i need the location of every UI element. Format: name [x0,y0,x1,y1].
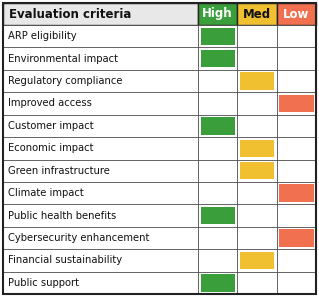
Bar [237,48,277,70]
Text: Regulatory compliance: Regulatory compliance [8,76,122,86]
Bar [201,274,235,291]
Bar [279,229,314,247]
Text: High: High [202,7,233,20]
Bar [3,70,198,92]
Bar [198,3,237,25]
Bar [237,115,277,137]
Bar [277,92,316,115]
Bar [198,182,237,204]
Bar [277,70,316,92]
Bar [240,140,274,157]
Bar [237,271,277,294]
Text: Economic impact: Economic impact [8,143,93,153]
Bar [198,25,237,48]
Bar [198,70,237,92]
Bar [198,48,237,70]
Bar [3,204,198,227]
Bar [277,3,316,25]
Bar [277,204,316,227]
Bar [201,207,235,224]
Bar [198,249,237,271]
Text: Environmental impact: Environmental impact [8,54,118,64]
Bar [3,92,198,115]
Bar [237,182,277,204]
Bar [198,227,237,249]
Bar [201,28,235,45]
Bar [198,204,237,227]
Bar [277,48,316,70]
Bar [3,227,198,249]
Text: Cybersecurity enhancement: Cybersecurity enhancement [8,233,149,243]
Bar [3,3,198,25]
Bar [277,182,316,204]
Text: Public health benefits: Public health benefits [8,211,116,221]
Bar [240,252,274,269]
Bar [3,48,198,70]
Bar [3,25,198,48]
Text: Improved access: Improved access [8,99,92,108]
Bar [3,271,198,294]
Bar [198,92,237,115]
Bar [201,50,235,67]
Bar [198,137,237,159]
Text: Climate impact: Climate impact [8,188,84,198]
Text: Customer impact: Customer impact [8,121,93,131]
Bar [277,25,316,48]
Bar [240,72,274,90]
Text: Low: Low [283,7,309,20]
Bar [3,249,198,271]
Text: Evaluation criteria: Evaluation criteria [9,7,131,20]
Bar [237,92,277,115]
Bar [198,271,237,294]
Bar [201,117,235,135]
Text: Public support: Public support [8,278,79,288]
Text: Med: Med [243,7,271,20]
Bar [198,115,237,137]
Text: ARP eligibility: ARP eligibility [8,31,77,41]
Bar [277,227,316,249]
Bar [3,182,198,204]
Bar [279,184,314,202]
Bar [3,159,198,182]
Bar [237,25,277,48]
Bar [277,249,316,271]
Bar [277,271,316,294]
Bar [237,70,277,92]
Bar [237,3,277,25]
Bar [240,162,274,179]
Bar [237,204,277,227]
Bar [277,137,316,159]
Text: Green infrastructure: Green infrastructure [8,166,110,176]
Bar [237,159,277,182]
Bar [237,227,277,249]
Bar [279,95,314,112]
Bar [3,115,198,137]
Bar [3,137,198,159]
Bar [277,115,316,137]
Bar [237,137,277,159]
Bar [198,159,237,182]
Bar [277,159,316,182]
Bar [237,249,277,271]
Text: Financial sustainability: Financial sustainability [8,255,122,266]
